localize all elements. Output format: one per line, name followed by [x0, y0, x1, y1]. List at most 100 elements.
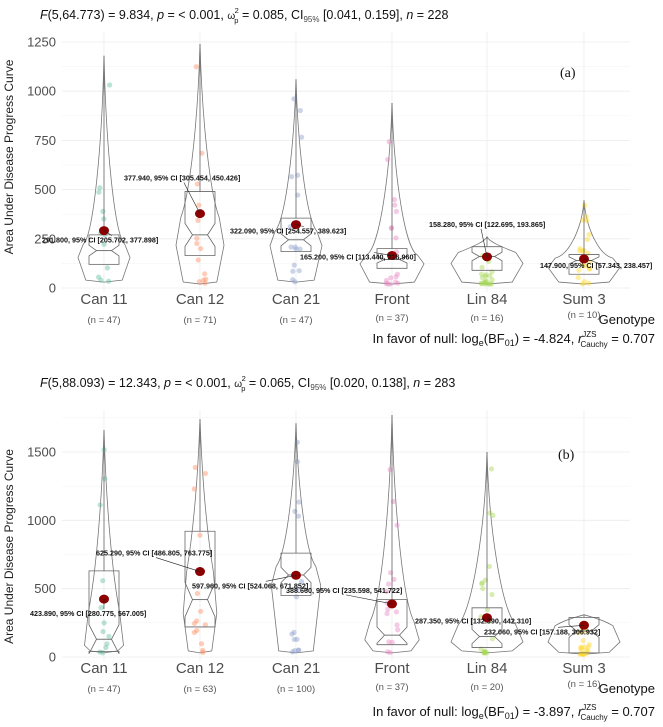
data-point [577, 248, 583, 254]
data-point [194, 240, 200, 247]
panel-b: 0 500 1000 1500 Area Under Disease Progress … [2, 374, 655, 722]
y-tick-label: 500 [34, 182, 56, 197]
data-point [292, 279, 298, 285]
data-point [587, 265, 593, 272]
data-point [299, 134, 305, 140]
category-group: 625.290, 95% CI [486.805, 763.775] Can 12… [96, 419, 224, 695]
y-tick-label: 1000 [27, 513, 56, 528]
text-part: n [406, 8, 413, 22]
data-point [104, 265, 110, 271]
data-point [580, 638, 586, 644]
data-point [200, 649, 206, 656]
data-point [391, 197, 397, 203]
data-point [296, 268, 302, 274]
text-part: ) = -4.824, [515, 331, 578, 346]
y-tick-label: 250 [34, 231, 56, 246]
data-point [489, 277, 495, 283]
data-point [479, 275, 485, 281]
text-part: (5,88.093) = 12.343, [48, 376, 164, 390]
text-part: = 0.707 [608, 331, 655, 346]
mean-label: 165.200, 95% CI [113.440, 216.960] [300, 252, 416, 261]
data-point [96, 274, 102, 280]
data-point [576, 267, 582, 273]
text-part: JZS [582, 703, 596, 712]
data-point [487, 273, 493, 279]
data-point [485, 281, 491, 287]
data-point [385, 157, 391, 163]
data-point [295, 513, 302, 519]
y-tick-label: 1000 [27, 84, 56, 99]
chart-subtitle: F(5,88.093) = 12.343, p = < 0.001, ω2 p =… [40, 374, 455, 393]
text-part: ω [234, 379, 242, 390]
box [568, 616, 600, 654]
data-point [390, 498, 396, 505]
mean-label-leader [183, 182, 201, 214]
chart-subtitle: F(5,64.773) = 9.834, p = < 0.001, ω2 p = … [40, 6, 448, 25]
category-group: 388.660, 95% CI [235.598, 541.722] Front (… [286, 415, 420, 693]
x-tick-label: Lin 84 [467, 291, 508, 308]
mean-label-leader [295, 224, 305, 227]
mean-label-leader [557, 624, 585, 628]
data-point [96, 189, 102, 195]
data-point [100, 578, 106, 584]
data-point [105, 278, 112, 284]
data-point [198, 641, 205, 647]
data-point [393, 208, 400, 215]
text-part: = < 0.001, [164, 8, 227, 22]
data-point [486, 563, 493, 570]
text-part: 01 [505, 338, 515, 348]
data-point [487, 281, 493, 287]
data-point [394, 522, 400, 528]
mean-label-leader [155, 557, 201, 572]
text-part: (5,64.773) = 9.834, [48, 8, 157, 22]
data-point [202, 280, 208, 286]
text-part: e [479, 338, 484, 348]
data-point [583, 263, 590, 269]
data-point [203, 276, 209, 282]
data-point [194, 590, 200, 597]
text-part: p [156, 8, 164, 22]
data-point [479, 581, 485, 587]
violin [547, 614, 621, 655]
data-point [98, 277, 104, 283]
panel-label: (a) [560, 66, 576, 81]
violin [270, 423, 322, 654]
data-point [385, 606, 391, 612]
data-point [194, 618, 200, 624]
data-point [202, 470, 208, 477]
data-point [586, 641, 592, 648]
data-point [482, 278, 488, 285]
text-part: 01 [505, 711, 515, 721]
data-point [387, 467, 393, 473]
data-point [200, 277, 206, 283]
category-group: 377.940, 95% CI [305.454, 450.426] Can 12… [124, 43, 240, 326]
data-point [490, 512, 496, 519]
data-point [482, 280, 488, 286]
violin [269, 79, 323, 283]
panel-label: (b) [558, 448, 575, 463]
x-n-label: (n = 16) [470, 313, 503, 324]
data-point [194, 235, 200, 241]
data-point [484, 278, 490, 284]
x-tick-label: Can 21 [272, 660, 320, 677]
text-part: = 0.085, CI [238, 8, 303, 22]
x-n-label: (n = 47) [87, 684, 120, 695]
data-point [290, 268, 296, 274]
data-point [191, 629, 197, 636]
data-point [389, 639, 395, 645]
mean-label: 287.350, 95% CI [132.390, 442.310] [415, 617, 531, 626]
text-part: p [163, 376, 171, 390]
data-point [298, 578, 305, 585]
data-point [388, 570, 394, 576]
data-point [202, 622, 208, 628]
mean-label: 597.960, 95% CI [524.068, 671.852] [192, 581, 308, 590]
data-point [291, 262, 297, 268]
text-part: = 228 [413, 8, 448, 22]
data-point [385, 581, 392, 587]
mean-label: 232.060, 95% CI [157.188, 306.932] [484, 627, 600, 636]
data-point [488, 281, 495, 287]
data-point [106, 633, 112, 640]
data-point [392, 279, 399, 285]
text-part: 95% [310, 383, 326, 392]
text-part: r [578, 331, 583, 346]
